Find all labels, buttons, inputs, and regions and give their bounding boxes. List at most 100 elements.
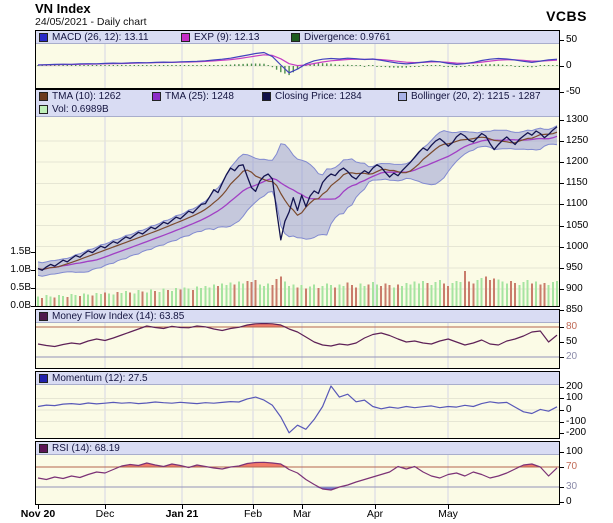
page-title: VN Index: [35, 1, 91, 16]
price-ytick-label: 850: [566, 304, 583, 315]
legend-label-mfi: Money Flow Index (14): 63.85: [52, 311, 185, 322]
legend-item-bollinger: Bollinger (20, 2): 1215 - 1287: [398, 90, 541, 103]
x-tick-label: Feb: [243, 508, 263, 520]
momentum-ytick-tick: [560, 433, 564, 434]
legend-item-volume: Vol: 0.6989B: [39, 103, 109, 116]
price-ytick-tick: [560, 247, 564, 248]
macd-ytick-tick: [560, 40, 564, 41]
price-panel: TMA (10): 1262 TMA (25): 1248 Closing Pr…: [35, 89, 560, 307]
rsi-ytick-tick: [560, 502, 564, 503]
momentum-swatch-icon: [39, 374, 48, 383]
momentum-ytick-label: -100: [566, 416, 587, 427]
legend-item-rsi: RSI (14): 68.19: [39, 442, 120, 455]
x-tick-label: Jan 21: [165, 508, 199, 520]
rsi-ytick-label: 70: [566, 461, 578, 472]
price-ytick-label: 1150: [566, 177, 588, 188]
legend-item-macd: MACD (26, 12): 13.11: [39, 31, 149, 44]
mfi-ytick-label: 50: [566, 336, 578, 347]
price-ytick-label: 1250: [566, 135, 589, 146]
mfi-ytick-tick: [560, 342, 564, 343]
chart-date-label: 24/05/2021 - Daily chart: [35, 16, 147, 28]
mfi-panel: Money Flow Index (14): 63.85: [35, 309, 560, 369]
divergence-swatch-icon: [291, 33, 300, 42]
momentum-ytick-tick: [560, 422, 564, 423]
legend-item-momentum: Momentum (12): 27.5: [39, 372, 148, 385]
x-tick: [302, 505, 303, 509]
momentum-plot: [36, 385, 559, 438]
momentum-ytick-label: 100: [566, 392, 583, 403]
macd-panel: MACD (26, 12): 13.11 EXP (9): 12.13 Dive…: [35, 30, 560, 89]
x-tick: [375, 505, 376, 509]
mfi-ytick-label: 80: [566, 321, 578, 332]
price-ytick-tick: [560, 162, 564, 163]
price-ytick-tick: [560, 268, 564, 269]
closing-price-swatch-icon: [262, 92, 271, 101]
rsi-ytick-label: 100: [566, 446, 583, 457]
x-tick: [105, 505, 106, 509]
price-ytick-label: 1100: [566, 198, 588, 209]
rsi-swatch-icon: [39, 444, 48, 453]
legend-item-exp: EXP (9): 12.13: [181, 31, 259, 44]
price-ytick-tick: [560, 141, 564, 142]
rsi-panel: RSI (14): 68.19: [35, 441, 560, 505]
price-plot: [36, 117, 559, 306]
price-ytick-tick: [560, 310, 564, 311]
mfi-ytick-tick: [560, 357, 564, 358]
mfi-plot: [36, 323, 559, 368]
volume-ytick-label: 0.0B: [10, 300, 31, 311]
legend-label-close: Closing Price: 1284: [275, 91, 362, 102]
tma10-swatch-icon: [39, 92, 48, 101]
volume-ytick-tick: [31, 270, 35, 271]
legend-label-macd: MACD (26, 12): 13.11: [52, 32, 149, 43]
rsi-ytick-tick: [560, 452, 564, 453]
x-tick-label: Mar: [292, 508, 312, 520]
momentum-ytick-label: -200: [566, 427, 587, 438]
price-ytick-label: 1000: [566, 241, 589, 252]
volume-ytick-label: 0.5B: [10, 282, 31, 293]
price-ytick-label: 1300: [566, 114, 589, 125]
x-tick-label: Apr: [366, 508, 384, 520]
x-tick-label: Nov 20: [20, 508, 56, 520]
rsi-plot: [36, 455, 559, 504]
macd-legend: MACD (26, 12): 13.11 EXP (9): 12.13 Dive…: [36, 31, 559, 44]
legend-label-exp: EXP (9): 12.13: [194, 32, 260, 43]
legend-item-tma25: TMA (25): 1248: [152, 90, 234, 103]
legend-label-bollinger: Bollinger (20, 2): 1215 - 1287: [411, 91, 541, 102]
momentum-panel: Momentum (12): 27.5: [35, 371, 560, 439]
legend-label-rsi: RSI (14): 68.19: [52, 443, 120, 454]
mfi-swatch-icon: [39, 312, 48, 321]
macd-ytick-label: 50: [566, 34, 578, 45]
legend-item-tma10: TMA (10): 1262: [39, 90, 121, 103]
price-legend: TMA (10): 1262 TMA (25): 1248 Closing Pr…: [36, 90, 559, 117]
momentum-ytick-tick: [560, 398, 564, 399]
price-ytick-label: 1200: [566, 156, 589, 167]
volume-ytick-label: 1.5B: [10, 246, 31, 257]
momentum-ytick-label: 0: [566, 404, 572, 415]
macd-ytick-tick: [560, 92, 564, 93]
rsi-ytick-tick: [560, 487, 564, 488]
price-ytick-tick: [560, 183, 564, 184]
legend-item-close: Closing Price: 1284: [262, 90, 362, 103]
price-ytick-tick: [560, 289, 564, 290]
rsi-ytick-tick: [560, 467, 564, 468]
legend-item-divergence: Divergence: 0.9761: [291, 31, 391, 44]
price-ytick-tick: [560, 120, 564, 121]
x-tick: [182, 505, 183, 509]
legend-label-divergence: Divergence: 0.9761: [304, 32, 391, 43]
legend-item-mfi: Money Flow Index (14): 63.85: [39, 310, 184, 323]
volume-ytick-tick: [31, 252, 35, 253]
x-tick-label: May: [438, 508, 458, 520]
macd-ytick-tick: [560, 66, 564, 67]
x-tick: [38, 505, 39, 509]
price-ytick-label: 1050: [566, 220, 589, 231]
macd-plot: [36, 44, 559, 88]
x-tick-label: Dec: [95, 508, 115, 520]
legend-label-tma10: TMA (10): 1262: [52, 91, 121, 102]
volume-ytick-label: 1.0B: [10, 264, 31, 275]
bollinger-swatch-icon: [398, 92, 407, 101]
macd-ytick-label: 0: [566, 60, 572, 71]
volume-ytick-tick: [31, 306, 35, 307]
momentum-ytick-tick: [560, 387, 564, 388]
mfi-legend: Money Flow Index (14): 63.85: [36, 310, 559, 323]
